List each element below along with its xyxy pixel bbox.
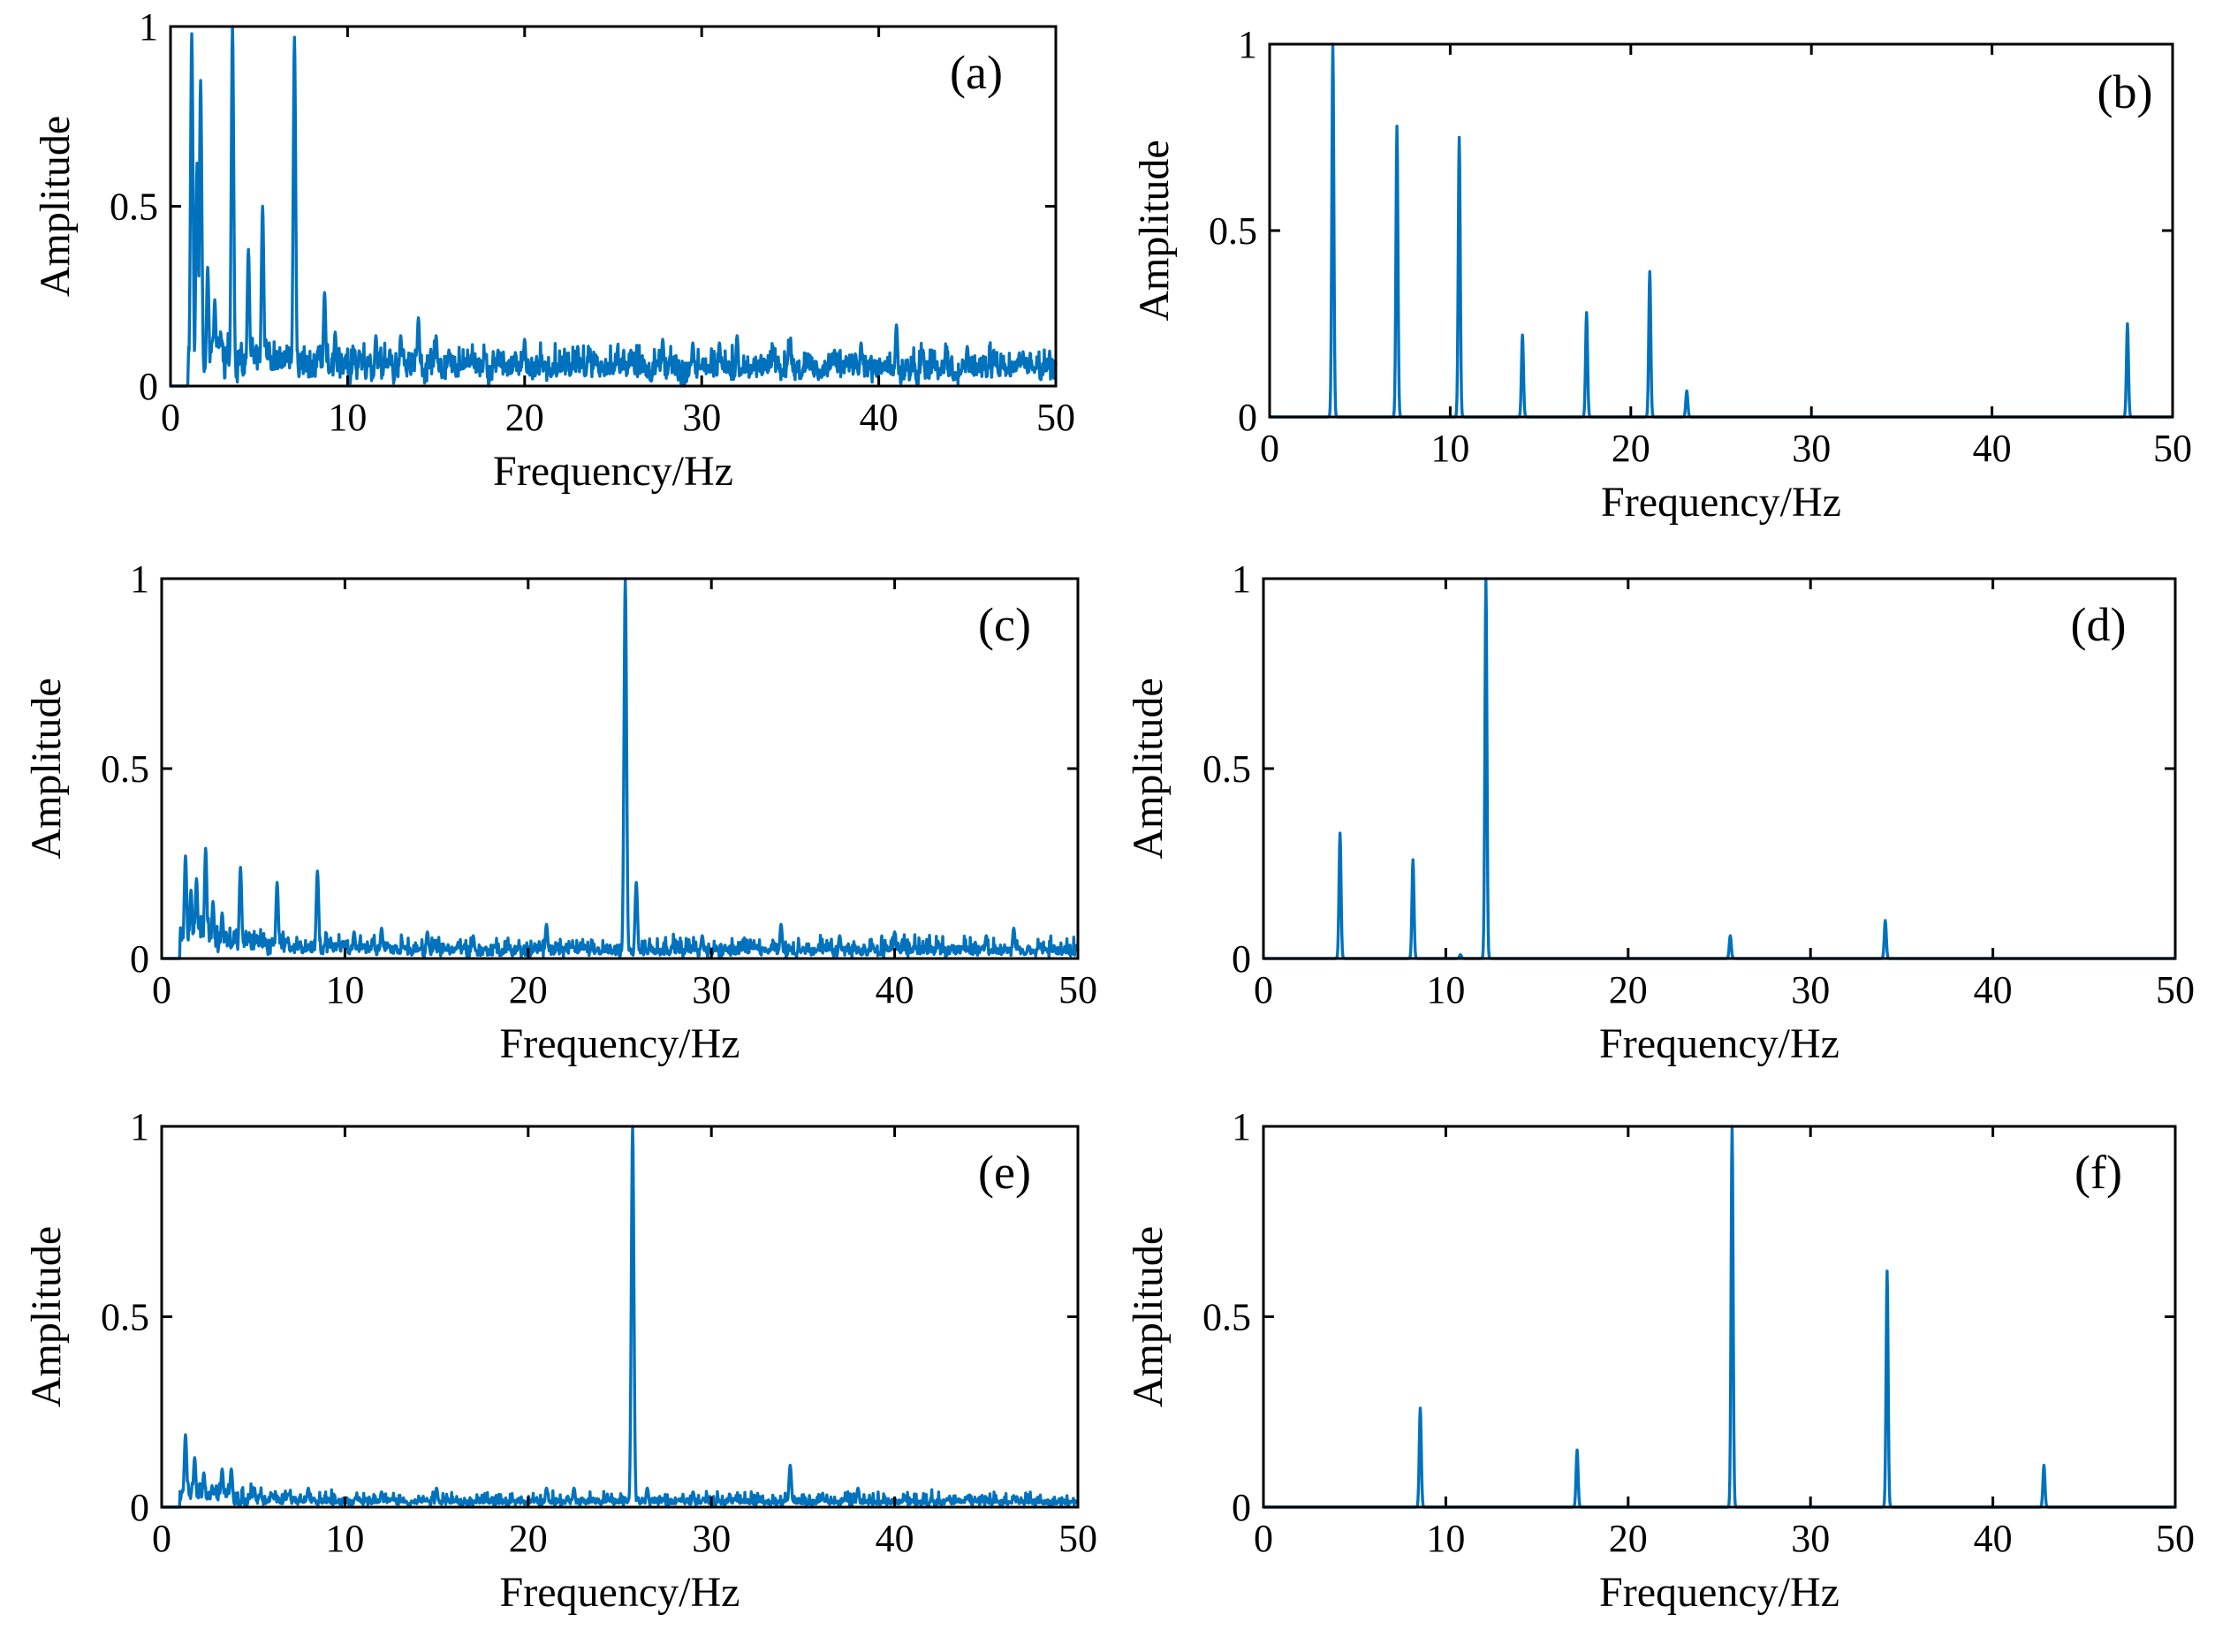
y-tick-label: 1 xyxy=(130,1105,149,1148)
x-tick-label: 30 xyxy=(1791,968,1830,1012)
axes-box xyxy=(160,1125,1080,1509)
y-axis-label: Amplitude xyxy=(1131,140,1178,321)
x-tick-label: 50 xyxy=(2156,1517,2195,1560)
y-tick-label: 0.5 xyxy=(101,747,149,791)
x-tick-label: 20 xyxy=(1612,427,1650,470)
x-axis-label: Frequency/Hz xyxy=(1599,1569,1840,1616)
x-tick-label: 30 xyxy=(692,968,731,1012)
x-tick-label: 50 xyxy=(1036,396,1075,439)
x-tick-label: 40 xyxy=(876,968,914,1012)
y-axis-label: Amplitude xyxy=(32,116,79,297)
y-axis-label: Amplitude xyxy=(1125,678,1172,859)
y-tick-label: 0 xyxy=(130,1486,149,1529)
y-axis-label: Amplitude xyxy=(1125,1226,1172,1407)
x-tick-label: 0 xyxy=(152,968,171,1012)
x-axis-label: Frequency/Hz xyxy=(500,1020,740,1067)
series-line-e xyxy=(160,1125,1080,1509)
x-axis-label: Frequency/Hz xyxy=(493,448,733,495)
y-tick-label: 0 xyxy=(1238,396,1257,439)
x-tick-label: 10 xyxy=(1426,968,1465,1012)
y-tick-label: 1 xyxy=(1238,23,1257,66)
x-tick-label: 10 xyxy=(325,1517,364,1560)
y-tick-label: 1 xyxy=(1232,1105,1251,1148)
series-line-a xyxy=(169,25,1058,388)
x-tick-label: 0 xyxy=(161,396,180,439)
panel-c: 0 10 20 30 40 50 0 0.5 1 Frequency/Hz Amplitude (c) xyxy=(23,557,1097,1067)
panel-tag: (c) xyxy=(978,598,1031,651)
panel-e: 0 10 20 30 40 50 0 0.5 1 Frequency/Hz Amplitude (e) xyxy=(23,1105,1097,1616)
panel-tag: (a) xyxy=(950,46,1003,99)
axes-box xyxy=(169,25,1058,388)
x-tick-label: 20 xyxy=(1609,968,1648,1012)
y-tick-label: 0.5 xyxy=(101,1296,149,1339)
x-tick-label: 10 xyxy=(1426,1517,1465,1560)
y-tick-label: 1 xyxy=(1232,557,1251,601)
series-line-d xyxy=(1262,577,2177,960)
panel-tag: (e) xyxy=(978,1146,1031,1199)
x-tick-label: 10 xyxy=(325,968,364,1012)
x-tick-label: 50 xyxy=(1058,1517,1097,1560)
x-tick-label: 50 xyxy=(2156,968,2195,1012)
y-tick-label: 0.5 xyxy=(110,186,158,229)
x-tick-label: 20 xyxy=(1609,1517,1648,1560)
y-tick-label: 0 xyxy=(1232,937,1251,981)
x-tick-label: 0 xyxy=(1254,968,1273,1012)
series-line-f xyxy=(1262,1125,2177,1509)
axes-box xyxy=(1268,42,2174,419)
y-tick-label: 0.5 xyxy=(1202,1296,1251,1339)
x-tick-label: 10 xyxy=(1430,427,1469,470)
panel-b: 0 10 20 30 40 50 0 0.5 1 Frequency/Hz Amplitude (b) xyxy=(1131,23,2192,526)
x-tick-label: 50 xyxy=(1058,968,1097,1012)
y-tick-label: 0.5 xyxy=(1202,747,1251,791)
panel-tag: (d) xyxy=(2071,598,2127,651)
panel-tag: (f) xyxy=(2075,1146,2122,1199)
x-tick-label: 20 xyxy=(509,1517,548,1560)
series-line-b xyxy=(1268,42,2174,419)
y-tick-label: 1 xyxy=(139,5,158,49)
y-axis-label: Amplitude xyxy=(23,1226,70,1407)
x-tick-label: 30 xyxy=(1792,427,1831,470)
panel-f: 0 10 20 30 40 50 0 0.5 1 Frequency/Hz Amplitude (f) xyxy=(1125,1105,2195,1616)
x-tick-label: 20 xyxy=(509,968,548,1012)
x-tick-label: 30 xyxy=(682,396,721,439)
panel-a: 0 10 20 30 40 50 0 0.5 1 Frequency/Hz Amplitude (a) xyxy=(32,5,1075,495)
axes-box xyxy=(1262,577,2177,960)
y-tick-label: 0.5 xyxy=(1209,209,1257,253)
axes-box xyxy=(1262,1125,2177,1509)
x-tick-label: 40 xyxy=(1974,1517,2013,1560)
x-tick-label: 50 xyxy=(2153,427,2192,470)
y-tick-label: 0 xyxy=(1232,1486,1251,1529)
x-tick-label: 40 xyxy=(876,1517,914,1560)
panel-d: 0 10 20 30 40 50 0 0.5 1 Frequency/Hz Amplitude (d) xyxy=(1125,557,2195,1067)
x-axis-label: Frequency/Hz xyxy=(1601,479,1841,526)
x-tick-label: 20 xyxy=(505,396,544,439)
y-tick-label: 1 xyxy=(130,557,149,601)
x-tick-label: 0 xyxy=(1254,1517,1273,1560)
panel-tag: (b) xyxy=(2097,65,2153,118)
x-tick-label: 40 xyxy=(860,396,899,439)
x-axis-label: Frequency/Hz xyxy=(1599,1020,1840,1067)
x-tick-label: 30 xyxy=(692,1517,731,1560)
x-tick-label: 30 xyxy=(1791,1517,1830,1560)
y-axis-label: Amplitude xyxy=(23,678,70,859)
x-tick-label: 10 xyxy=(328,396,367,439)
axes-box xyxy=(160,577,1080,960)
x-tick-label: 40 xyxy=(1974,968,2013,1012)
x-tick-label: 40 xyxy=(1973,427,2012,470)
y-tick-label: 0 xyxy=(139,365,158,408)
x-tick-label: 0 xyxy=(152,1517,171,1560)
y-tick-label: 0 xyxy=(130,937,149,981)
series-line-c xyxy=(160,577,1080,960)
x-tick-label: 0 xyxy=(1260,427,1279,470)
x-axis-label: Frequency/Hz xyxy=(500,1569,740,1616)
